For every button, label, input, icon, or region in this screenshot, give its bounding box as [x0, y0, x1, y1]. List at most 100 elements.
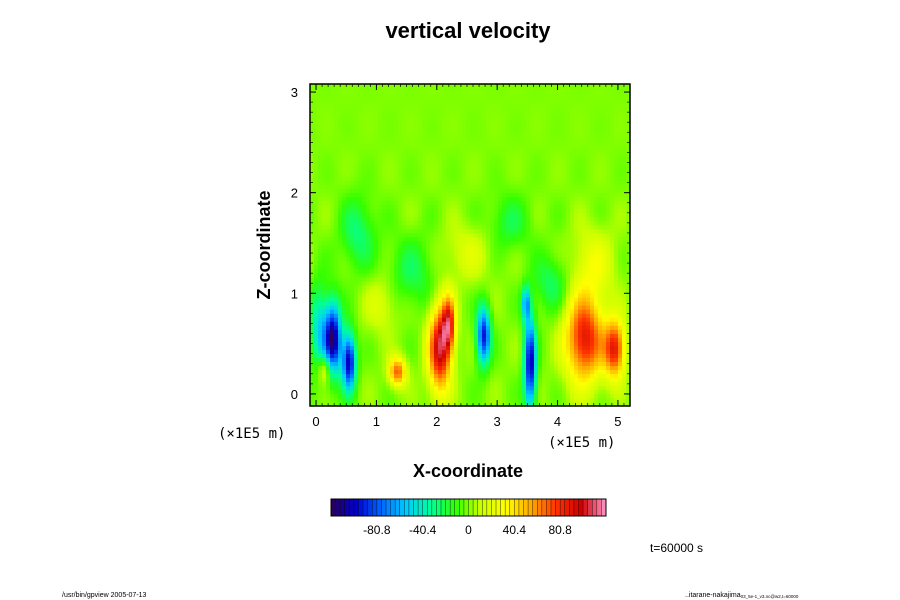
heatmap-cell — [490, 265, 495, 270]
heatmap-cell — [450, 132, 455, 137]
heatmap-cell — [502, 188, 507, 193]
heatmap-cell — [498, 84, 503, 89]
heatmap-cell — [382, 200, 387, 206]
heatmap-cell — [526, 325, 531, 330]
heatmap-cell — [510, 393, 515, 399]
heatmap-cell — [386, 269, 391, 274]
heatmap-cell — [390, 373, 395, 379]
heatmap-cell — [334, 92, 339, 97]
heatmap-cell — [522, 204, 527, 210]
heatmap-cell — [466, 281, 471, 286]
heatmap-cell — [550, 160, 555, 165]
heatmap-cell — [354, 156, 359, 161]
heatmap-cell — [458, 88, 463, 93]
heatmap-cell — [518, 365, 523, 371]
heatmap-cell — [454, 192, 459, 197]
heatmap-cell — [550, 164, 555, 169]
heatmap-cell — [486, 180, 491, 185]
heatmap-cell — [458, 297, 463, 302]
heatmap-cell — [382, 104, 387, 109]
heatmap-cell — [334, 180, 339, 185]
heatmap-cell — [390, 172, 395, 177]
heatmap-cell — [434, 369, 439, 375]
heatmap-cell — [374, 196, 379, 202]
heatmap-cell — [362, 168, 367, 173]
heatmap-cell — [350, 100, 355, 105]
heatmap-cell — [322, 228, 327, 234]
heatmap-cell — [474, 124, 479, 129]
heatmap-cell — [510, 389, 515, 395]
heatmap-cell — [406, 96, 411, 101]
heatmap-cell — [382, 84, 387, 89]
heatmap-cell — [338, 132, 343, 137]
heatmap-cell — [510, 152, 515, 157]
heatmap-cell — [498, 397, 503, 403]
heatmap-cell — [318, 333, 323, 338]
heatmap-cell — [462, 325, 467, 330]
heatmap-cell — [490, 277, 495, 282]
heatmap-cell — [438, 132, 443, 137]
heatmap-cell — [426, 273, 431, 278]
heatmap-cell — [458, 393, 463, 399]
heatmap-cell — [354, 84, 359, 89]
heatmap-cell — [362, 381, 367, 387]
heatmap-cell — [446, 305, 451, 310]
heatmap-cell — [466, 116, 471, 121]
heatmap-cell — [474, 325, 479, 330]
heatmap-cell — [546, 309, 551, 314]
heatmap-cell — [434, 265, 439, 270]
heatmap-cell — [502, 353, 507, 359]
heatmap-cell — [438, 172, 443, 177]
heatmap-cell — [418, 240, 423, 246]
heatmap-cell — [426, 188, 431, 193]
heatmap-cell — [314, 289, 319, 294]
heatmap-cell — [410, 176, 415, 181]
heatmap-cell — [394, 136, 399, 141]
heatmap-cell — [558, 277, 563, 282]
heatmap-cell — [346, 401, 351, 406]
heatmap-cell — [538, 116, 543, 121]
heatmap-cell — [314, 273, 319, 278]
heatmap-cell — [478, 168, 483, 173]
heatmap-cell — [378, 164, 383, 169]
heatmap-cell — [398, 257, 403, 262]
heatmap-cell — [458, 192, 463, 197]
heatmap-cell — [338, 236, 343, 242]
heatmap-cell — [490, 301, 495, 306]
heatmap-cell — [382, 393, 387, 399]
heatmap-cell — [378, 321, 383, 326]
heatmap-cell — [498, 100, 503, 105]
heatmap-cell — [446, 285, 451, 290]
heatmap-cell — [442, 265, 447, 270]
heatmap-cell — [450, 281, 455, 286]
heatmap-cell — [374, 293, 379, 298]
heatmap-cell — [314, 309, 319, 314]
heatmap-cell — [398, 108, 403, 113]
heatmap-cell — [354, 196, 359, 202]
heatmap-cell — [358, 389, 363, 395]
heatmap-cell — [506, 236, 511, 242]
heatmap-cell — [362, 317, 367, 322]
heatmap-cell — [474, 232, 479, 238]
heatmap-cell — [430, 184, 435, 189]
heatmap-cell — [354, 329, 359, 334]
heatmap-cell — [406, 377, 411, 383]
heatmap-cell — [390, 88, 395, 93]
heatmap-cell — [474, 156, 479, 161]
heatmap-cell — [546, 365, 551, 371]
heatmap-cell — [390, 92, 395, 97]
heatmap-cell — [554, 156, 559, 161]
heatmap-cell — [334, 349, 339, 354]
heatmap-cell — [482, 381, 487, 387]
heatmap-cell — [542, 176, 547, 181]
heatmap-cell — [502, 172, 507, 177]
heatmap-cell — [510, 321, 515, 326]
heatmap-cell — [358, 180, 363, 185]
heatmap-cell — [398, 120, 403, 125]
heatmap-cell — [514, 212, 519, 218]
heatmap-cell — [450, 377, 455, 383]
heatmap-cell — [406, 357, 411, 363]
heatmap-cell — [406, 116, 411, 121]
heatmap-cell — [546, 357, 551, 363]
heatmap-cell — [554, 148, 559, 153]
